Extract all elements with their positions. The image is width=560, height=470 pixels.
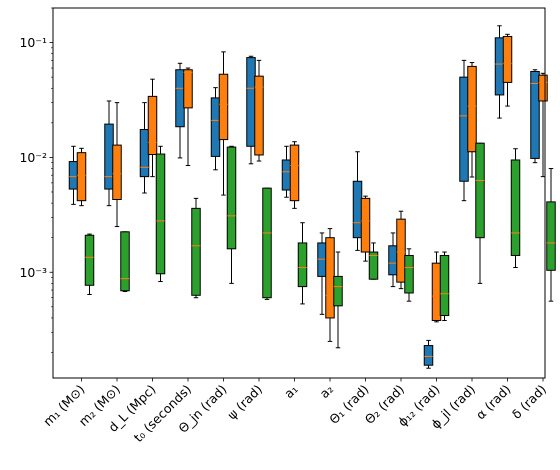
box-body — [218, 73, 229, 141]
box-series-3-3 — [191, 197, 201, 299]
box-series-3-7 — [333, 251, 343, 349]
y-tick-label: 10⁻¹ — [19, 35, 47, 50]
box-series-2-0 — [76, 147, 87, 207]
box-body — [388, 245, 398, 276]
box-body — [510, 159, 521, 256]
box-series-1-11 — [459, 59, 469, 202]
box-body — [76, 152, 87, 202]
box-body — [139, 129, 150, 178]
box-series-3-8 — [368, 242, 379, 280]
box-body — [155, 153, 166, 275]
box-body — [120, 231, 130, 292]
box-series-2-1 — [112, 102, 122, 228]
box-body — [84, 234, 95, 286]
box-series-2-9 — [396, 210, 406, 290]
box-body — [502, 35, 513, 83]
box-body — [333, 275, 343, 307]
box-series-3-12 — [510, 148, 521, 268]
box-body — [175, 69, 185, 128]
box-body — [325, 237, 335, 319]
box-series-1-10 — [423, 339, 434, 369]
box-body — [297, 242, 308, 288]
box-series-2-4 — [218, 51, 229, 196]
box-body — [431, 262, 442, 322]
box-series-3-4 — [226, 145, 237, 284]
box-series-2-8 — [360, 195, 371, 262]
box-series-1-9 — [388, 232, 398, 288]
box-series-3-13 — [546, 168, 556, 302]
box-body — [262, 187, 272, 299]
box-series-3-2 — [155, 145, 166, 283]
box-body — [147, 95, 158, 156]
box-body — [475, 142, 485, 239]
box-body — [68, 161, 79, 190]
axes-frame — [52, 7, 546, 379]
y-tick-label: 10⁻³ — [19, 265, 47, 280]
box-series-1-13 — [530, 69, 540, 164]
series-1 — [68, 25, 540, 369]
box-body — [112, 144, 122, 201]
box-body — [352, 180, 363, 239]
box-body — [281, 159, 292, 191]
box-series-2-11 — [467, 62, 477, 178]
series-2 — [76, 33, 548, 342]
series-3 — [84, 142, 556, 349]
box-body — [368, 251, 379, 280]
box-series-3-1 — [120, 231, 130, 292]
box-series-2-2 — [147, 78, 158, 178]
box-body — [530, 70, 540, 159]
box-series-2-5 — [254, 59, 264, 162]
box-body — [404, 254, 414, 294]
box-body — [104, 123, 114, 190]
box-series-3-6 — [297, 222, 308, 305]
box-body — [226, 146, 237, 250]
box-body — [210, 97, 221, 157]
y-tick-label: 10⁻² — [19, 150, 47, 165]
box-body — [439, 254, 450, 317]
box-series-3-0 — [84, 233, 95, 296]
box-body — [183, 69, 193, 109]
box-body — [538, 74, 548, 102]
box-series-2-3 — [183, 67, 193, 167]
plot-area — [68, 25, 556, 369]
box-series-3-11 — [475, 142, 485, 284]
box-series-2-6 — [289, 141, 300, 209]
box-body — [423, 345, 434, 366]
box-body — [289, 144, 300, 202]
box-body — [467, 65, 477, 153]
box-body — [317, 242, 327, 277]
box-body — [494, 37, 505, 96]
box-body — [246, 57, 256, 147]
box-series-3-9 — [404, 248, 414, 302]
box-series-3-10 — [439, 251, 450, 322]
box-series-3-5 — [262, 187, 272, 300]
box-body — [254, 75, 264, 156]
box-body — [191, 207, 201, 296]
box-series-2-12 — [502, 33, 513, 107]
box-series-1-3 — [175, 62, 185, 159]
box-body — [396, 218, 406, 283]
box-body — [459, 76, 469, 182]
box-body — [546, 201, 556, 271]
box-body — [360, 197, 371, 253]
y-axis: 10⁻³ 10⁻² 10⁻¹ — [19, 7, 53, 353]
